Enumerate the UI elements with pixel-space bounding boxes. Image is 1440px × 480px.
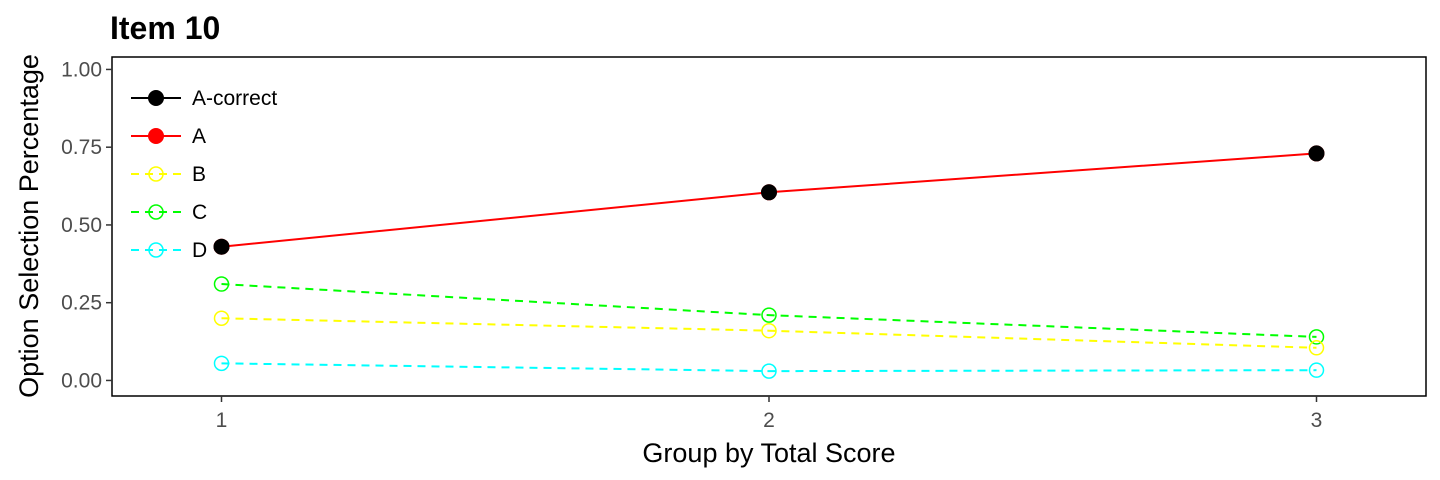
data-point-c <box>1308 329 1325 345</box>
data-point-b <box>761 322 777 339</box>
legend-label: A <box>192 125 206 148</box>
data-point-d <box>761 363 777 379</box>
series-line-d <box>221 362 1317 373</box>
y-tick-label: 0.75 <box>61 136 102 159</box>
data-point-b <box>1308 340 1325 356</box>
x-axis-title: Group by Total Score <box>642 438 895 468</box>
legend-key-marker <box>148 204 164 220</box>
x-tick-label: 3 <box>1311 409 1323 432</box>
data-point-a-correct <box>1308 145 1325 162</box>
series-layer <box>213 145 1325 379</box>
chart-title: Item 10 <box>110 10 220 46</box>
series-line-b <box>221 317 1317 349</box>
x-tick-label: 1 <box>216 409 228 432</box>
legend-key-marker <box>148 128 164 144</box>
data-point-c <box>761 307 777 323</box>
legend-label: B <box>192 163 206 186</box>
y-tick-label: 1.00 <box>61 58 102 81</box>
data-point-c <box>213 276 230 292</box>
legend-key-marker <box>148 166 164 182</box>
series-line-c <box>221 283 1317 338</box>
data-point-d <box>1308 362 1325 378</box>
y-tick-label: 0.50 <box>61 214 102 237</box>
data-point-a-correct <box>213 238 230 255</box>
plot-panel <box>111 56 1427 397</box>
y-tick-label: 0.00 <box>61 369 102 392</box>
x-tick-label: 2 <box>763 409 775 432</box>
data-point-a-correct <box>761 184 777 201</box>
data-point-b <box>213 310 230 326</box>
legend-label: D <box>192 239 207 262</box>
legend-label: A-correct <box>192 87 277 110</box>
legend-key-marker <box>148 242 164 258</box>
y-axis-title: Option Selection Percentage <box>14 54 44 398</box>
legend-label: C <box>192 201 207 224</box>
y-axis: 0.00 0.25 0.50 0.75 1.00 <box>61 58 112 392</box>
x-axis: 1 2 3 <box>216 396 1323 432</box>
data-point-d <box>213 355 230 372</box>
legend-key-marker <box>148 90 164 106</box>
y-tick-label: 0.25 <box>61 292 102 315</box>
